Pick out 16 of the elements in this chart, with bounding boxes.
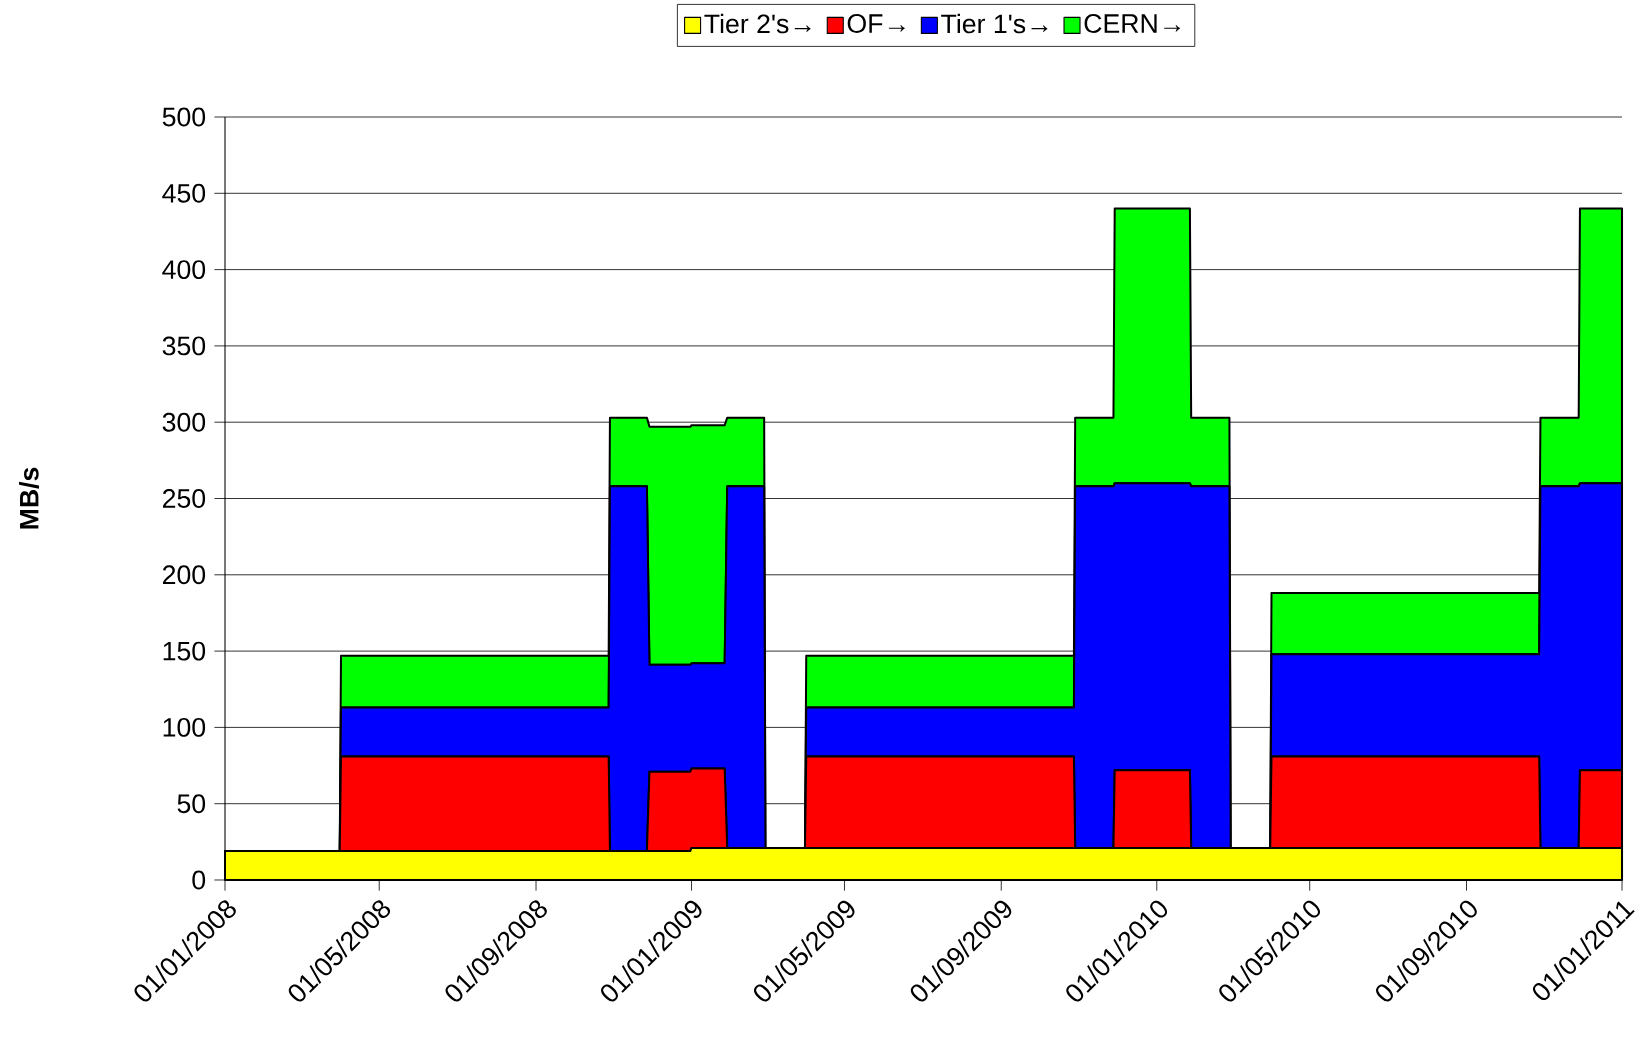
y-tick-label: 450: [162, 183, 206, 203]
y-tick-label: 150: [163, 641, 206, 661]
y-tick-label: 300: [162, 412, 206, 432]
y-tick-label: 200: [162, 565, 206, 585]
legend-label: CERN→: [1084, 14, 1180, 33]
y-tick-label: 500: [162, 107, 206, 127]
y-tick-label: 0: [192, 870, 206, 890]
legend-label: OF→: [847, 14, 905, 33]
y-tick-label: 400: [162, 260, 206, 280]
y-tick-label: 100: [163, 717, 206, 737]
y-tick-label: 350: [162, 336, 206, 356]
y-tick-label: 250: [162, 489, 206, 508]
y-tick-label: 50: [177, 794, 206, 814]
y-axis-title: MB/s: [19, 467, 39, 529]
legend-label: Tier 2's→: [704, 13, 811, 34]
legend-label: Tier 1's→: [941, 13, 1048, 34]
